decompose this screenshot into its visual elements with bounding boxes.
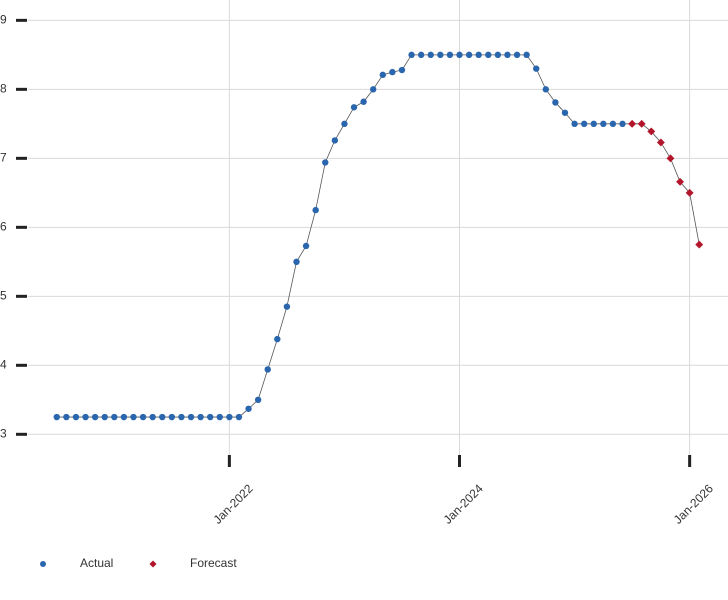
point (647, 127, 656, 136)
point (101, 413, 108, 421)
point (72, 413, 80, 421)
point (226, 413, 233, 421)
point (245, 405, 252, 412)
point (513, 51, 521, 59)
point (552, 99, 559, 106)
point (619, 120, 626, 128)
point (350, 104, 358, 111)
y-tick-label: 5 (0, 288, 7, 302)
point (571, 120, 578, 128)
point (159, 413, 166, 421)
point (370, 86, 377, 93)
legend-swatch (40, 561, 46, 567)
x-tick-label: Jan-2026 (671, 481, 717, 527)
point (302, 242, 310, 250)
point (197, 413, 204, 421)
legend-label: Actual (80, 556, 113, 570)
point (130, 413, 137, 421)
point (533, 65, 540, 72)
point (685, 188, 694, 197)
point (676, 177, 685, 186)
point (446, 51, 454, 59)
point (666, 154, 675, 163)
point (485, 51, 492, 59)
point (254, 396, 262, 404)
point (264, 366, 271, 373)
point (656, 138, 665, 147)
legend-item: Forecast (149, 556, 237, 570)
point (437, 51, 444, 59)
point (274, 335, 281, 343)
point (590, 120, 597, 128)
point (111, 413, 118, 421)
legend-item: Actual (40, 556, 113, 570)
legend-swatch (149, 560, 157, 568)
point (120, 413, 128, 421)
point (91, 413, 99, 421)
point (216, 413, 223, 421)
point (465, 51, 473, 59)
x-tick-label: Jan-2024 (441, 481, 487, 527)
point (341, 120, 348, 128)
point (331, 137, 339, 144)
point (82, 413, 89, 421)
point (206, 413, 214, 421)
point (637, 119, 646, 128)
y-tick-label: 8 (0, 82, 7, 96)
point (475, 51, 482, 59)
point (695, 240, 704, 249)
point (523, 51, 530, 59)
y-tick-label: 4 (0, 357, 7, 371)
point (398, 66, 406, 74)
point (360, 98, 367, 105)
point (628, 119, 637, 128)
point (542, 86, 550, 93)
x-tick-label: Jan-2022 (210, 481, 256, 527)
y-tick-label: 3 (0, 426, 7, 440)
point (283, 303, 291, 310)
point (600, 120, 607, 128)
point (561, 109, 569, 116)
legend-label: Forecast (190, 556, 237, 570)
point (504, 51, 511, 59)
point (178, 413, 185, 421)
point (149, 413, 156, 421)
point (322, 159, 329, 166)
y-tick-label: 9 (0, 13, 7, 27)
point (312, 206, 319, 214)
series-line (56, 54, 623, 418)
point (609, 120, 617, 128)
point (427, 51, 434, 59)
point (494, 51, 502, 59)
point (417, 51, 425, 59)
point (408, 51, 415, 59)
y-tick-label: 7 (0, 151, 7, 165)
point (389, 68, 396, 76)
point (235, 413, 243, 421)
point (53, 413, 60, 421)
point (187, 413, 195, 421)
point (63, 413, 70, 421)
point (293, 258, 300, 266)
point (139, 413, 147, 421)
point (456, 51, 463, 59)
point (580, 120, 588, 128)
point (168, 413, 176, 421)
y-tick-label: 6 (0, 219, 7, 233)
point (379, 71, 386, 79)
